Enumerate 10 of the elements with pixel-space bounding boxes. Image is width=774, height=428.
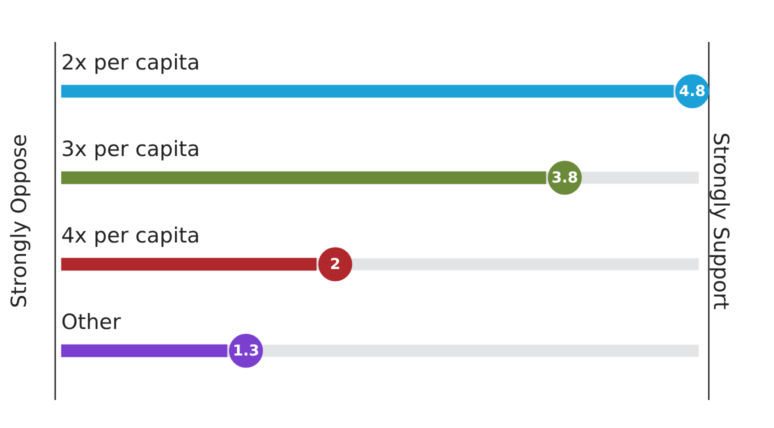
y-tick-label: 4x per capita — [61, 223, 200, 248]
data-label: 4.8 — [679, 82, 706, 100]
data-label: 3.8 — [551, 168, 578, 187]
data-label: 2 — [330, 255, 340, 274]
y-axis-title: Strongly Oppose — [7, 134, 32, 308]
y2-axis-title: Strongly Support — [708, 132, 733, 310]
y-tick-label: Other — [61, 310, 122, 334]
y-tick-label: 3x per capita — [61, 136, 200, 161]
data-label: 1.3 — [232, 342, 260, 360]
y-tick-label: 2x per capita — [61, 50, 200, 74]
